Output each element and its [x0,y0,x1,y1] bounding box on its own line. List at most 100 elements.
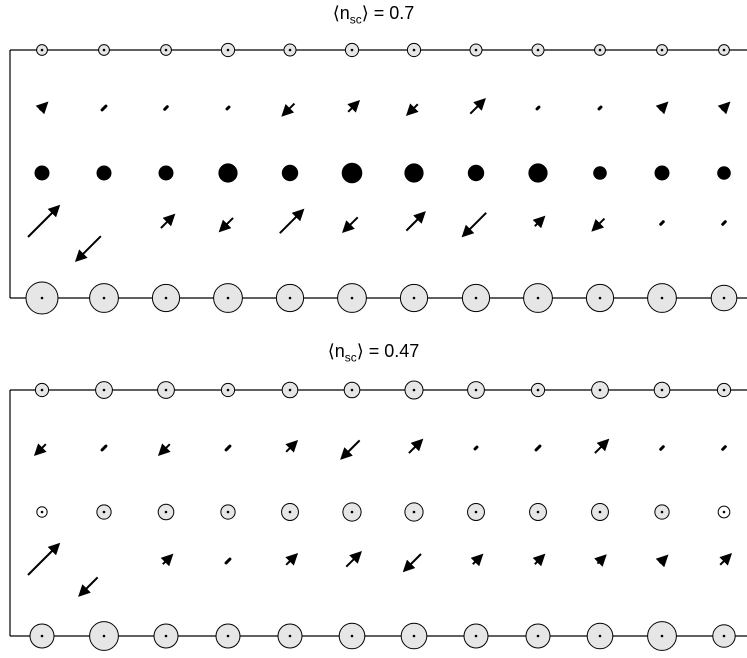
spin-arrow [163,105,169,111]
top-site-center [598,48,602,52]
bottom-site-center [412,634,416,638]
spin-arrow [405,103,419,117]
top-site-center [350,48,354,52]
spin-arrow [218,217,234,233]
spin-arrow [347,99,361,113]
bottom-site-center [102,634,106,638]
bottom-site-center [660,296,664,300]
spin-arrow [279,208,305,234]
panel-1-title: ⟨nsc⟩ = 0.7 [0,2,747,31]
top-site-center [226,388,230,392]
top-site-center [474,388,478,392]
bottom-site-center [350,634,354,638]
middle-site-center [598,510,602,514]
spin-arrow [33,443,47,457]
spin-arrow [717,101,731,115]
spin-arrow [402,553,422,573]
middle-site [281,164,299,182]
spin-arrow [470,553,484,567]
top-site-center [288,388,292,392]
panel-2-title-left: ⟨n [327,341,345,361]
spin-arrow [285,439,299,453]
spin-arrow [659,220,665,226]
top-site-center [660,48,664,52]
middle-site-center [722,510,726,514]
panel-2-title-right: ⟩ = 0.47 [356,341,420,361]
top-site-center [164,48,168,52]
spin-arrow [655,554,669,568]
bottom-site-center [288,296,292,300]
spin-arrow [225,105,231,111]
middle-site-center [474,510,478,514]
bottom-site-center [164,296,168,300]
middle-site [96,165,112,181]
top-site-center [536,48,540,52]
panel-1-title-left: ⟨n [332,3,350,23]
bottom-site-center [40,634,44,638]
middle-site-center [102,510,106,514]
middle-site-center [40,510,44,514]
top-site-center [40,388,44,392]
bottom-site-center [660,634,664,638]
middle-site-center [350,510,354,514]
top-site-center [226,48,230,52]
top-site-center [660,388,664,392]
spin-arrow [224,557,232,565]
panel-2-title: ⟨nsc⟩ = 0.47 [0,340,747,369]
spin-arrow [473,445,479,451]
top-site-center [536,388,540,392]
spin-arrow [157,443,171,457]
middle-site [593,166,607,180]
bottom-site-center [40,296,44,300]
spin-arrow [721,220,727,226]
top-site-center [350,388,354,392]
middle-site [467,164,485,182]
bottom-site-center [226,634,230,638]
bottom-site-center [164,634,168,638]
spin-arrow [340,439,361,460]
middle-site [404,163,424,183]
spin-arrow [160,553,174,567]
bottom-site-center [598,634,602,638]
spin-arrow [35,101,49,115]
spin-arrow [224,444,232,452]
bottom-site-center [598,296,602,300]
spin-arrow [74,235,102,263]
spin-arrow [469,98,486,115]
spin-arrow [160,213,176,229]
middle-site-center [536,510,540,514]
spin-arrow [100,104,108,112]
spin-arrow [594,438,610,454]
spin-arrow [659,445,665,451]
top-site-center [102,48,106,52]
middle-site [218,163,238,183]
spin-arrow [27,204,61,238]
spin-arrow [342,216,359,233]
panel-1-title-sub: sc [349,12,362,27]
top-site-center [722,388,726,392]
bottom-site-center [474,634,478,638]
spin-arrow [100,444,108,452]
top-site-center [722,48,726,52]
spin-arrow [591,217,606,232]
middle-site [528,163,548,183]
spin-arrow [594,554,607,567]
spin-arrow [534,444,542,452]
spin-arrow [532,215,546,229]
top-site-center [164,388,168,392]
spin-arrow [461,212,487,238]
middle-site [158,165,174,181]
panel-1-title-right: ⟩ = 0.7 [361,3,415,23]
top-site-center [102,388,106,392]
spin-arrow [78,576,99,597]
spin-arrow [345,551,362,568]
middle-site-center [660,510,664,514]
top-site-center [474,48,478,52]
middle-site [34,165,50,181]
bottom-site-center [474,296,478,300]
middle-site [717,166,731,180]
top-site-center [288,48,292,52]
panel-2-title-sub: sc [344,350,357,365]
bottom-site-center [102,296,106,300]
